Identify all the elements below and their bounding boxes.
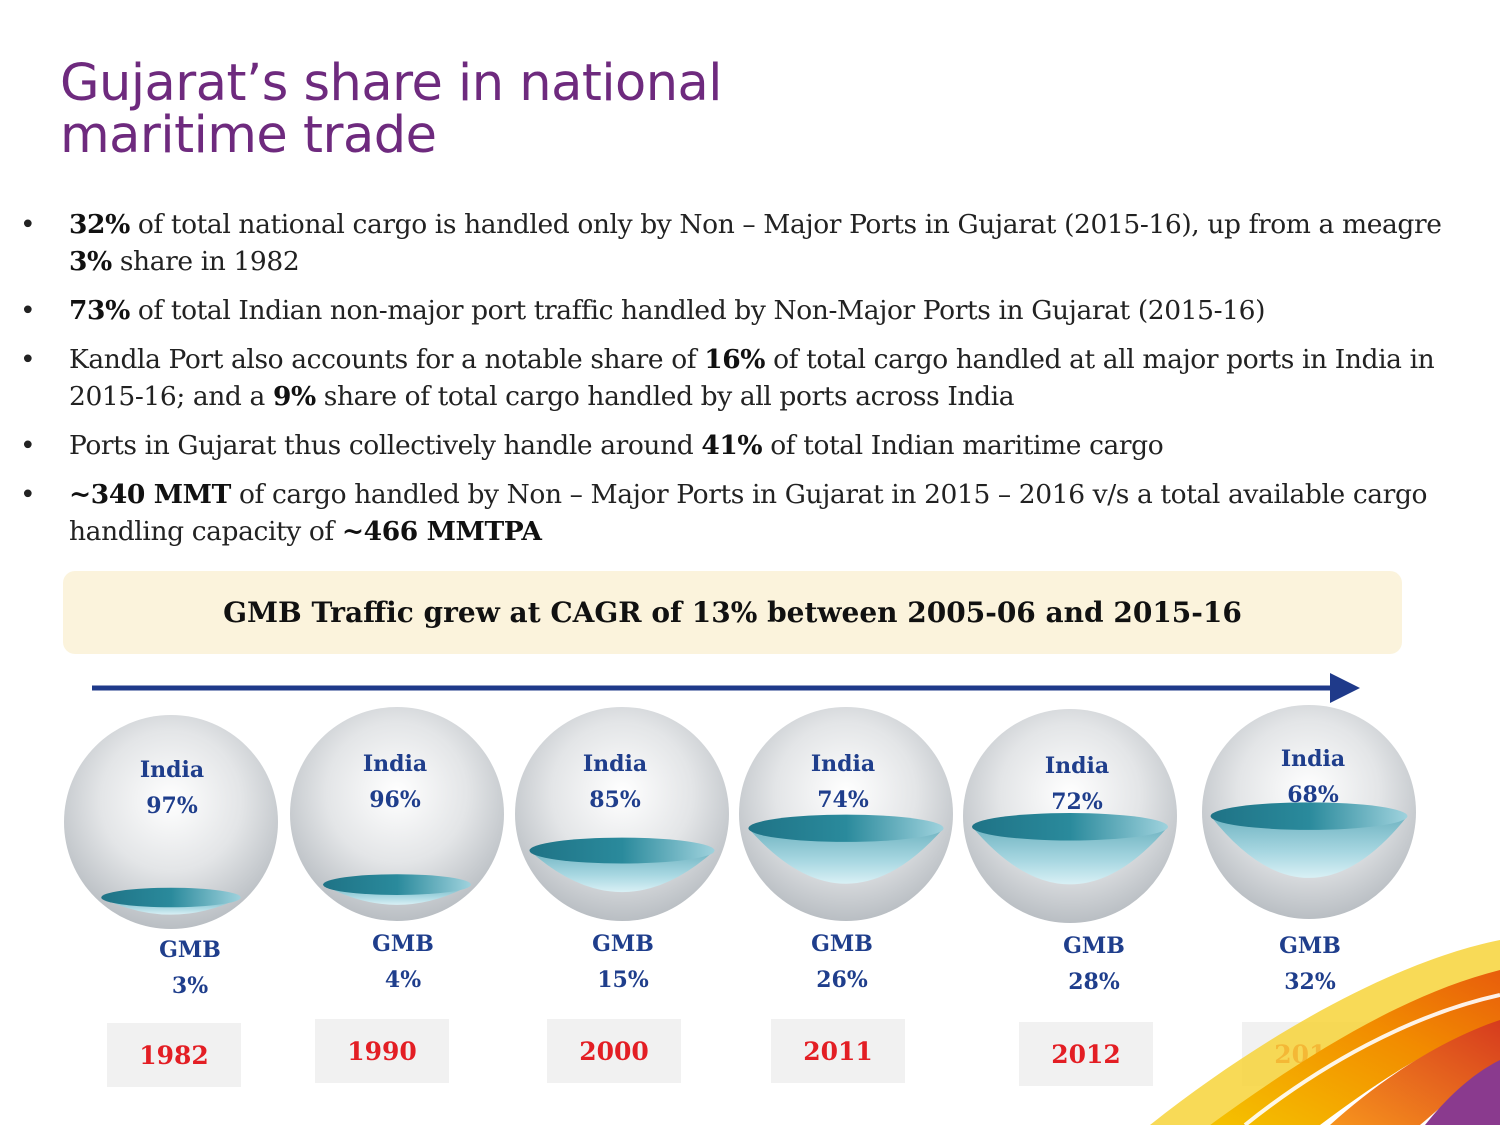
bullet-highlight: 32% [69, 209, 130, 240]
year-box: 2011 [771, 1019, 905, 1083]
bullet-marker: • [20, 344, 36, 375]
india-share-label: India 97% [92, 752, 252, 824]
india-value: 74% [817, 787, 869, 813]
gmb-share-label: GMB 32% [1230, 928, 1390, 1000]
sphere-2011 [739, 707, 953, 921]
cagr-banner: GMB Traffic grew at CAGR of 13% between … [63, 571, 1402, 654]
gmb-value: 15% [597, 967, 649, 993]
bullet-text: of total national cargo is handled only … [129, 209, 1442, 240]
bullet-highlight: ~340 MMT [69, 479, 231, 510]
bullet-highlight: 9% [272, 381, 316, 412]
india-share-label: India 74% [763, 746, 923, 818]
india-share-label: India 96% [315, 746, 475, 818]
gmb-value: 32% [1284, 969, 1336, 995]
year-box: 2000 [547, 1019, 681, 1083]
gmb-value: 4% [384, 967, 422, 993]
gmb-water-bowl [1210, 816, 1408, 878]
bullet-text: of total Indian maritime cargo [762, 430, 1164, 461]
india-share-label: India 68% [1233, 741, 1393, 813]
gmb-water-surface [748, 814, 944, 842]
gmb-water-surface [1210, 802, 1408, 830]
india-label: India [362, 751, 428, 777]
bullet-text: share of total cargo handled by all port… [315, 381, 1015, 412]
india-value: 97% [146, 793, 198, 819]
bullet-highlight: 73% [69, 295, 130, 326]
gmb-share-label: GMB 26% [762, 926, 922, 998]
gmb-value: 3% [171, 973, 209, 999]
bullet-list: • 32% of total national cargo is handled … [18, 206, 1488, 562]
gmb-value: 28% [1068, 969, 1120, 995]
india-share-label: India 85% [535, 746, 695, 818]
bullet-text: share in 1982 [111, 246, 300, 277]
sphere-2000 [515, 707, 729, 921]
timeline-graphic [64, 673, 1416, 929]
india-share-label: India 72% [997, 748, 1157, 820]
year-box: 1982 [107, 1023, 241, 1087]
gmb-label: GMB [159, 937, 221, 963]
bullet-marker: • [20, 295, 36, 326]
gmb-label: GMB [372, 931, 434, 957]
bullet-highlight: 16% [704, 344, 766, 375]
swoosh-purple [1425, 1060, 1500, 1125]
bullet-highlight: 41% [701, 430, 763, 461]
sphere-body [64, 715, 278, 929]
gmb-share-label: GMB 15% [543, 926, 703, 998]
bullet-text: Kandla Port also accounts for a notable … [69, 344, 705, 375]
bullet-item: • 73% of total Indian non-major port traf… [18, 292, 1488, 329]
bullet-marker: • [20, 209, 36, 240]
bullet-marker: • [20, 479, 36, 510]
gmb-water-bowl [748, 828, 944, 884]
india-label: India [582, 751, 648, 777]
india-value: 72% [1051, 789, 1103, 815]
swoosh-white-line [1243, 993, 1500, 1125]
india-value: 85% [589, 787, 641, 813]
sphere-1982 [64, 715, 278, 929]
slide-title-line-1: Gujarat’s share in national [60, 54, 722, 113]
gmb-label: GMB [811, 931, 873, 957]
india-label: India [1044, 753, 1110, 779]
year-box: 1990 [315, 1019, 449, 1083]
slide-title: Gujarat’s share in national maritime tra… [60, 58, 722, 162]
decorative-swoosh [1150, 940, 1500, 1125]
sphere-2016 [1202, 705, 1416, 919]
sphere-1990 [290, 707, 504, 921]
bullet-highlight: ~466 MMTPA [341, 516, 542, 547]
india-label: India [139, 757, 205, 783]
india-label: India [1280, 746, 1346, 772]
bullet-text: of total cargo handled at all major port… [69, 344, 1435, 412]
swoosh-orange [1210, 970, 1500, 1125]
bullet-text: Ports in Gujarat thus collectively handl… [69, 430, 702, 461]
gmb-share-label: GMB 28% [1014, 928, 1174, 1000]
bullet-item: • ~340 MMT of cargo handled by Non – Majo… [18, 476, 1488, 550]
gmb-water-surface [323, 874, 471, 895]
gmb-water-surface [529, 837, 715, 864]
gmb-label: GMB [1279, 933, 1341, 959]
swoosh-yellow [1150, 940, 1500, 1125]
bullet-text: of cargo handled by Non – Major Ports in… [69, 479, 1428, 547]
slide-title-line-2: maritime trade [60, 106, 437, 165]
bullet-item: • Ports in Gujarat thus collectively hand… [18, 427, 1488, 464]
india-value: 96% [369, 787, 421, 813]
sphere-body [739, 707, 953, 921]
gmb-label: GMB [1063, 933, 1125, 959]
gmb-label: GMB [592, 931, 654, 957]
bullet-text: of total Indian non-major port traffic h… [129, 295, 1266, 326]
gmb-water-surface [101, 887, 241, 908]
gmb-share-label: GMB 4% [323, 926, 483, 998]
year-box: 2012 [1019, 1022, 1153, 1086]
swoosh-red [1330, 1020, 1500, 1125]
gmb-water-bowl [972, 826, 1168, 885]
sphere-2012 [963, 709, 1177, 923]
gmb-value: 26% [816, 967, 868, 993]
bullet-marker: • [20, 430, 36, 461]
gmb-water-surface [972, 813, 1168, 841]
india-value: 68% [1287, 782, 1339, 808]
bullet-highlight: 3% [69, 246, 112, 277]
bullet-item: • 32% of total national cargo is handled … [18, 206, 1488, 280]
sphere-body [290, 707, 504, 921]
bullet-item: • Kandla Port also accounts for a notable… [18, 341, 1488, 415]
gmb-share-label: GMB 3% [110, 932, 270, 1004]
india-label: India [810, 751, 876, 777]
